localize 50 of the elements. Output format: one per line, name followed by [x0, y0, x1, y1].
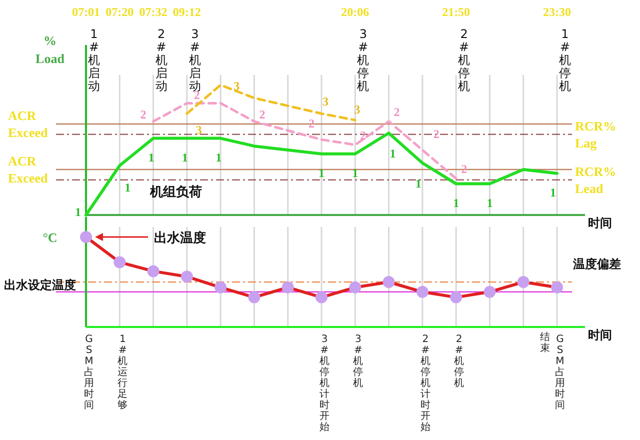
annotation: 1 — [390, 146, 396, 161]
x-tick-label: 21:50 — [442, 5, 470, 19]
x-tick-label: 07:01 — [72, 5, 100, 19]
x-tick-label: 23:30 — [543, 5, 571, 19]
annotation: 1 — [216, 150, 222, 164]
annotation: 1 — [182, 150, 188, 164]
annotation: 2 — [259, 108, 266, 122]
annotation: 3 — [322, 94, 328, 109]
annotation: 3 — [234, 79, 240, 93]
annotation: 2 — [433, 127, 440, 142]
annotation: 出水温度 — [154, 230, 206, 246]
annotation: 3 — [196, 123, 202, 138]
ref-line-label: RCR% Lead — [575, 164, 616, 196]
ref-line-label: RCR% Lag — [575, 118, 616, 150]
annotation: 3 — [354, 102, 360, 116]
ref-line-label: 出水设定温度 — [4, 278, 76, 292]
annotation: 1 — [486, 196, 493, 210]
x-tick-label: GSM占用时间 — [84, 334, 94, 411]
x-tick-label: GSM占用时间 — [555, 334, 565, 411]
annotation: 1 — [415, 176, 422, 190]
x-axis-title: 时间 — [588, 328, 612, 342]
annotation: 2 — [394, 105, 400, 119]
annotation: 2#机启动 — [155, 27, 168, 93]
annotation: 1#机启动 — [88, 27, 100, 93]
annotation: 1#机停机 — [559, 27, 571, 93]
y-axis-title: °C — [42, 230, 58, 245]
x-axis-title: 时间 — [588, 216, 612, 230]
category-label: 3#机停机计时开始 — [320, 334, 330, 433]
annotation: 2 — [140, 108, 146, 122]
ref-line-label: ACR Exceed — [8, 154, 48, 186]
x-tick-label: 1#机运行足够 — [118, 334, 128, 411]
annotation: 1 — [75, 205, 81, 220]
ref-line-label: 温度偏差 — [572, 257, 621, 271]
annotation: 1 — [453, 196, 460, 210]
text: 结束 — [540, 331, 550, 354]
annotation: 机组负荷 — [149, 184, 202, 200]
x-tick-label: 2#机停机 — [454, 334, 464, 389]
annotation: 1 — [352, 166, 358, 180]
x-tick-label: 07:32 — [139, 5, 168, 19]
x-tick-label: 20:06 — [341, 5, 370, 19]
x-tick-label: 07:20 — [106, 5, 134, 19]
x-tick-label: 09:12 — [172, 5, 201, 19]
category-label: 2#机停机计时开始 — [420, 334, 430, 433]
annotation: 1 — [318, 166, 324, 180]
x-tick-label: 3#机停机 — [353, 334, 364, 389]
annotation: 1 — [148, 150, 154, 164]
ref-line-label: ACR Exceed — [8, 108, 48, 140]
annotation: 1 — [124, 180, 131, 194]
y-axis-title: % Load — [36, 33, 66, 66]
annotation: 1 — [550, 186, 556, 200]
